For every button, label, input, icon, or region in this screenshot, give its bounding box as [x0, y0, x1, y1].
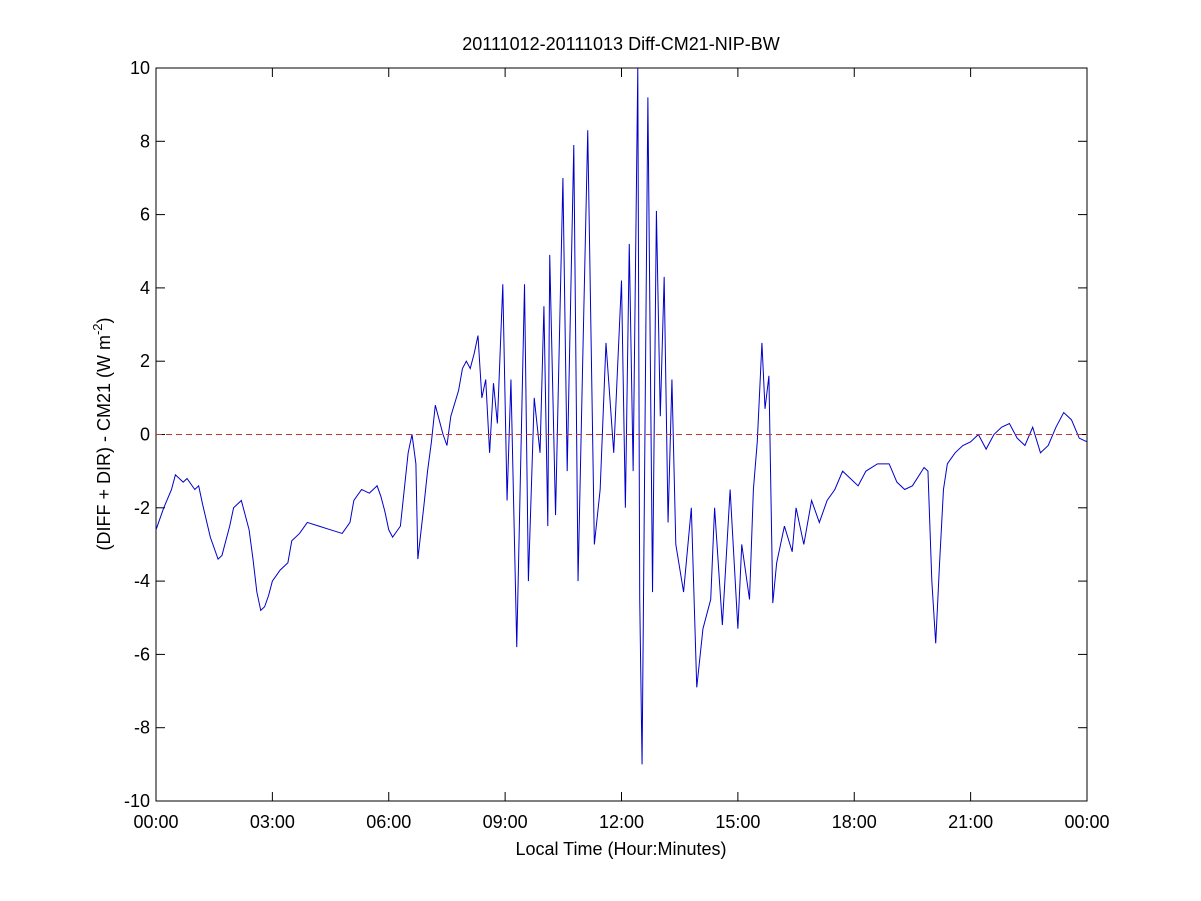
- y-axis-label-sup: -2: [90, 323, 105, 335]
- data-line: [155, 67, 1088, 765]
- x-tick-label: 00:00: [1064, 812, 1109, 832]
- y-tick-label: -10: [124, 791, 150, 811]
- y-tick-label: -4: [134, 571, 150, 591]
- y-tick-label: -6: [134, 644, 150, 664]
- x-tick-label: 18:00: [832, 812, 877, 832]
- y-axis-label-text: (DIFF + DIR) - CM21 (W m: [94, 335, 114, 550]
- y-axis-label-suffix: ): [94, 317, 114, 323]
- x-tick-label: 09:00: [483, 812, 528, 832]
- y-axis-label: (DIFF + DIR) - CM21 (W m-2): [90, 317, 114, 550]
- y-tick-label: 4: [140, 278, 150, 298]
- x-tick-label: 06:00: [366, 812, 411, 832]
- chart-title: 20111012-20111013 Diff-CM21-NIP-BW: [462, 34, 780, 54]
- x-tick-label: 12:00: [599, 812, 644, 832]
- y-tick-label: -2: [134, 498, 150, 518]
- x-tick-label: 03:00: [250, 812, 295, 832]
- x-tick-label: 15:00: [715, 812, 760, 832]
- y-tick-label: -8: [134, 718, 150, 738]
- x-tick-label: 00:00: [133, 812, 178, 832]
- x-axis-label: Local Time (Hour:Minutes): [515, 839, 726, 859]
- y-tick-label: 6: [140, 205, 150, 225]
- y-tick-label: 0: [140, 425, 150, 445]
- y-tick-label: 2: [140, 351, 150, 371]
- y-tick-label: 8: [140, 131, 150, 151]
- x-tick-label: 21:00: [948, 812, 993, 832]
- y-tick-label: 10: [130, 58, 150, 78]
